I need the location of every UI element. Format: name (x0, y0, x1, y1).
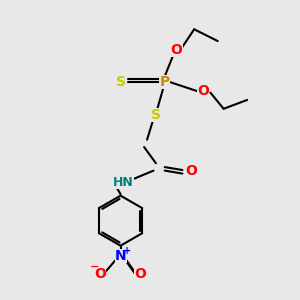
Text: O: O (171, 43, 182, 57)
Text: HN: HN (113, 176, 134, 189)
Text: O: O (134, 267, 146, 281)
Text: O: O (197, 84, 209, 98)
Text: N: N (115, 249, 126, 263)
Text: +: + (123, 246, 131, 256)
Text: −: − (90, 262, 99, 272)
Text: P: P (160, 75, 170, 89)
Text: O: O (94, 267, 106, 281)
Text: O: O (185, 164, 197, 178)
Text: S: S (116, 75, 126, 89)
Text: S: S (151, 108, 161, 122)
